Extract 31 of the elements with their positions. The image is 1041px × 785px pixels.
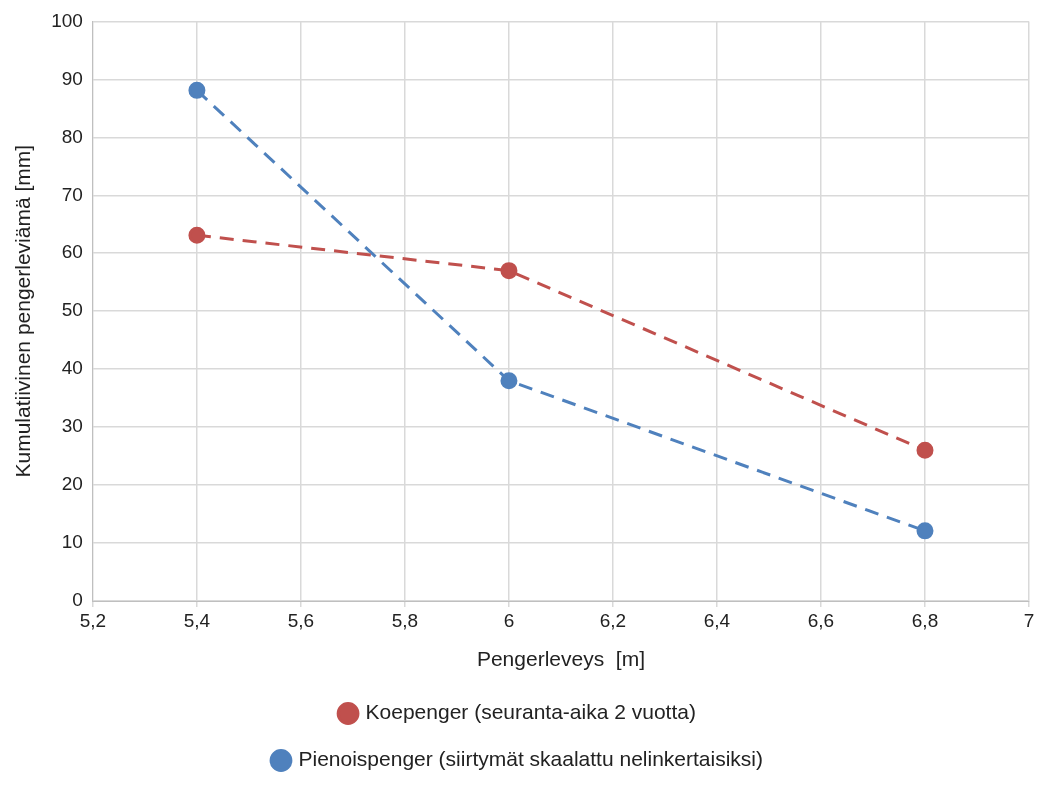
x-tick-label: 6,2	[599, 609, 627, 631]
x-tick-label: 5,8	[391, 609, 419, 631]
y-tick-label: 10	[61, 531, 83, 553]
x-axis-title: Pengerleveys [m]	[476, 647, 645, 671]
x-tick-label: 7	[1023, 609, 1035, 631]
x-tick-label: 5,6	[287, 609, 315, 631]
legend-label: Pienoispenger (siirtymät skaalattu nelinkertaisiksi)	[298, 747, 764, 771]
y-tick-label: 0	[72, 589, 83, 611]
point	[188, 226, 206, 244]
y-axis-title: Kumulatiivinen pengerleviämä [mm]	[11, 144, 35, 478]
y-tick-label: 90	[61, 67, 83, 89]
y-tick-label: 20	[61, 473, 83, 495]
x-tick-label: 6,6	[807, 609, 835, 631]
point	[916, 441, 934, 459]
point	[500, 372, 518, 390]
x-tick-label: 5,2	[79, 609, 107, 631]
y-tick-label: 60	[61, 241, 83, 263]
point	[916, 522, 934, 540]
x-tick-label: 5,4	[183, 609, 211, 631]
y-tick-label: 30	[61, 415, 83, 437]
y-tick-label: 70	[61, 183, 83, 205]
y-tick-label: 50	[61, 299, 83, 321]
x-tick-label: 6,4	[703, 609, 731, 631]
y-tick-label: 80	[61, 125, 83, 147]
x-tick-label: 6	[503, 609, 515, 631]
point	[500, 262, 518, 280]
x-tick-label: 6,8	[911, 609, 939, 631]
point	[188, 81, 206, 99]
y-tick-label: 40	[61, 357, 83, 379]
legend-label: Koepenger (seuranta-aika 2 vuotta)	[365, 700, 696, 724]
y-tick-label: 100	[51, 9, 83, 31]
